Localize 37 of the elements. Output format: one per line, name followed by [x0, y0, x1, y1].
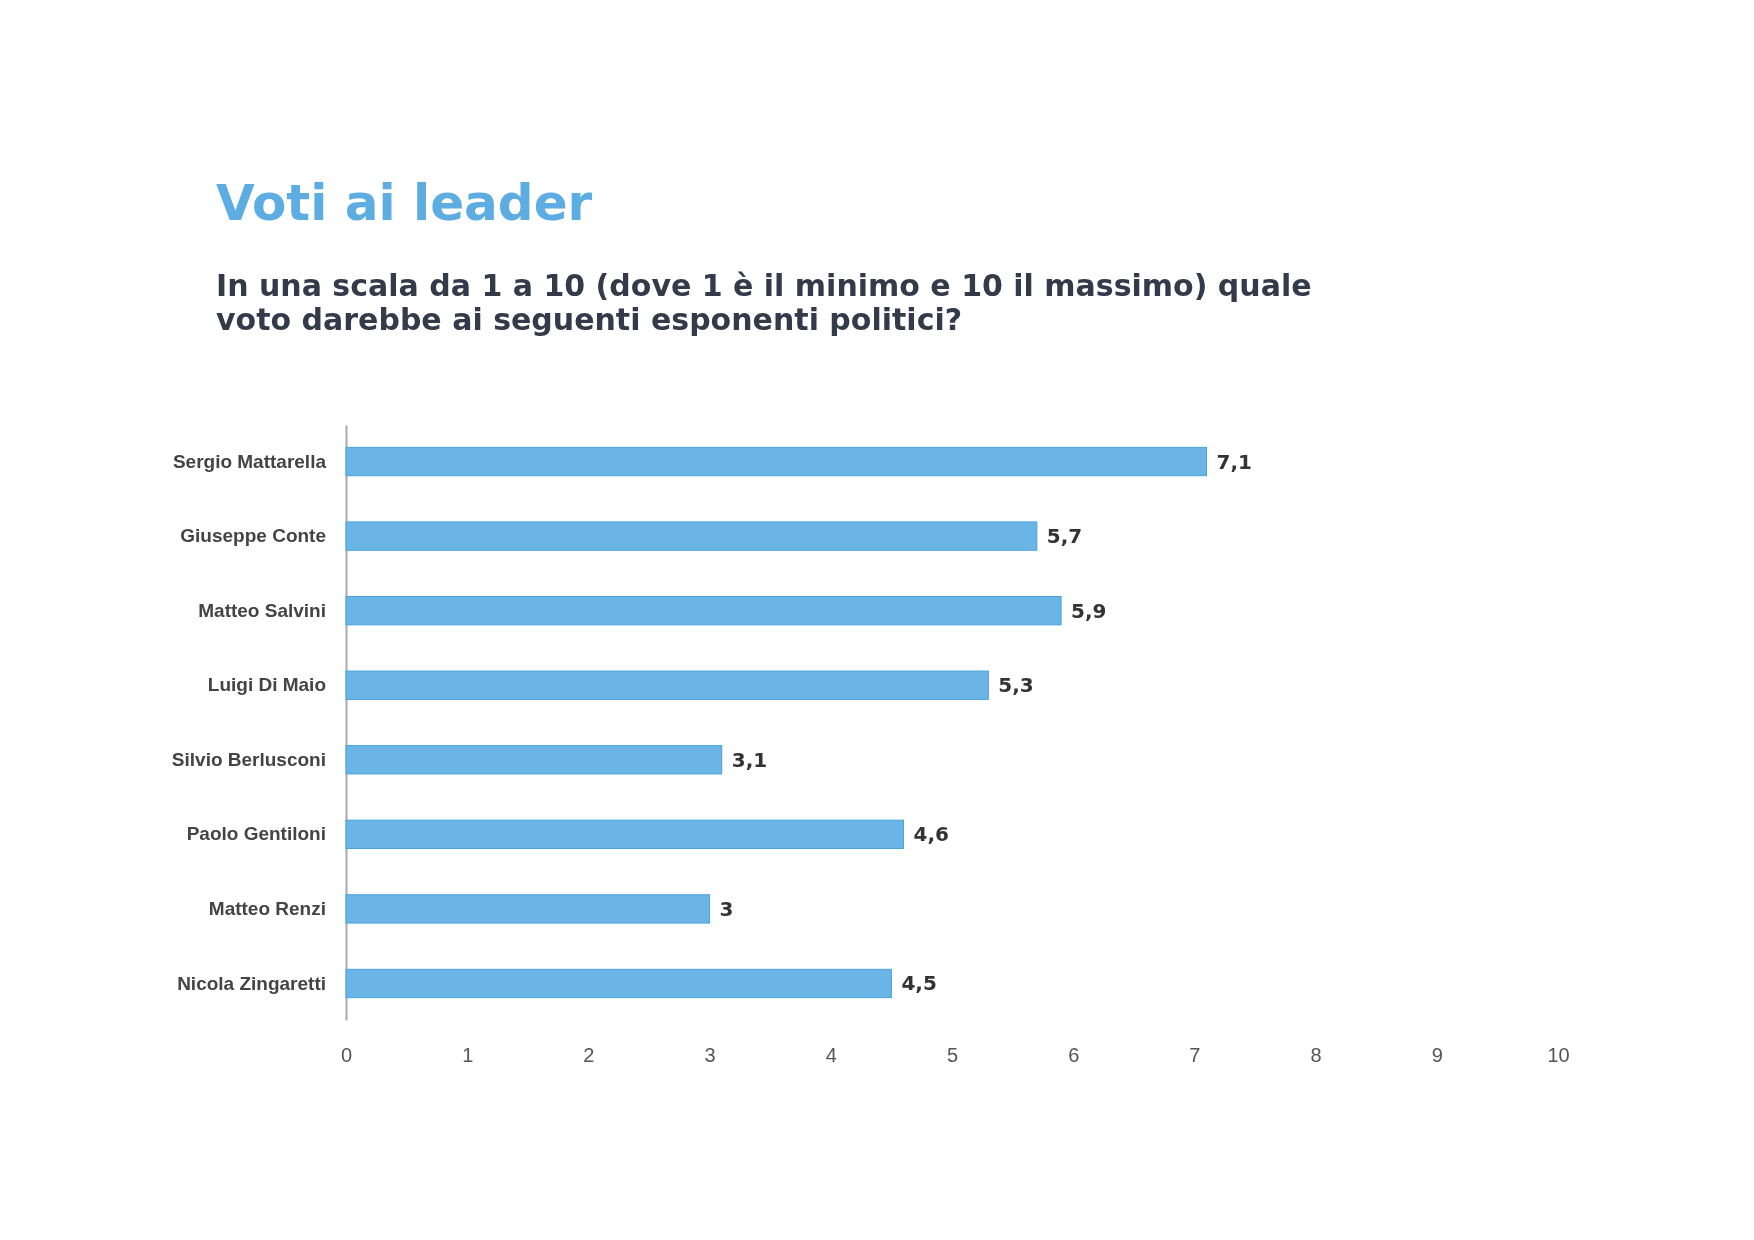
x-tick-label: 6	[1068, 1044, 1080, 1067]
x-tick-label: 10	[1547, 1044, 1570, 1067]
data-label: 5,7	[1046, 524, 1083, 549]
x-tick-label: 5	[946, 1044, 959, 1067]
y-tick-label: Paolo Gentiloni	[186, 823, 326, 845]
y-tick-label: Silvio Berlusconi	[171, 748, 326, 770]
y-tick-label: Nicola Zingaretti	[177, 972, 326, 994]
x-tick-label: 8	[1310, 1044, 1322, 1067]
bar	[345, 446, 1208, 477]
x-tick-label: 0	[340, 1044, 353, 1067]
chart-title: Voti ai leader	[216, 174, 593, 232]
bar	[345, 968, 892, 999]
data-label: 3,1	[731, 747, 768, 772]
bar	[345, 595, 1062, 626]
x-tick-label: 7	[1189, 1044, 1201, 1067]
y-tick-label: Luigi Di Maio	[207, 674, 326, 696]
x-tick-label: 3	[704, 1044, 716, 1067]
y-tick-label: Matteo Salvini	[198, 599, 326, 621]
data-label: 3	[719, 896, 734, 921]
chart-subtitle: In una scala da 1 a 10 (dove 1 è il minimo e 10 il massimo) quale voto darebbe ai seguenti esponenti politici?	[216, 268, 1312, 337]
bar	[345, 521, 1038, 551]
x-tick-label: 1	[462, 1044, 474, 1067]
data-label: 4,6	[913, 822, 949, 847]
data-label: 5,3	[998, 673, 1034, 698]
bar	[345, 819, 905, 850]
y-tick-label: Giuseppe Conte	[180, 525, 326, 547]
x-tick-label: 9	[1431, 1044, 1443, 1067]
x-tick-label: 4	[825, 1044, 837, 1067]
bar	[345, 745, 723, 775]
bar	[345, 894, 711, 924]
bar	[345, 670, 989, 700]
x-tick-label: 2	[583, 1044, 595, 1067]
y-tick-label: Sergio Mattarella	[172, 450, 327, 472]
data-label: 7,1	[1216, 449, 1252, 474]
data-label: 5,9	[1071, 598, 1107, 623]
data-label: 4,5	[901, 971, 937, 996]
y-tick-label: Matteo Renzi	[208, 897, 326, 919]
